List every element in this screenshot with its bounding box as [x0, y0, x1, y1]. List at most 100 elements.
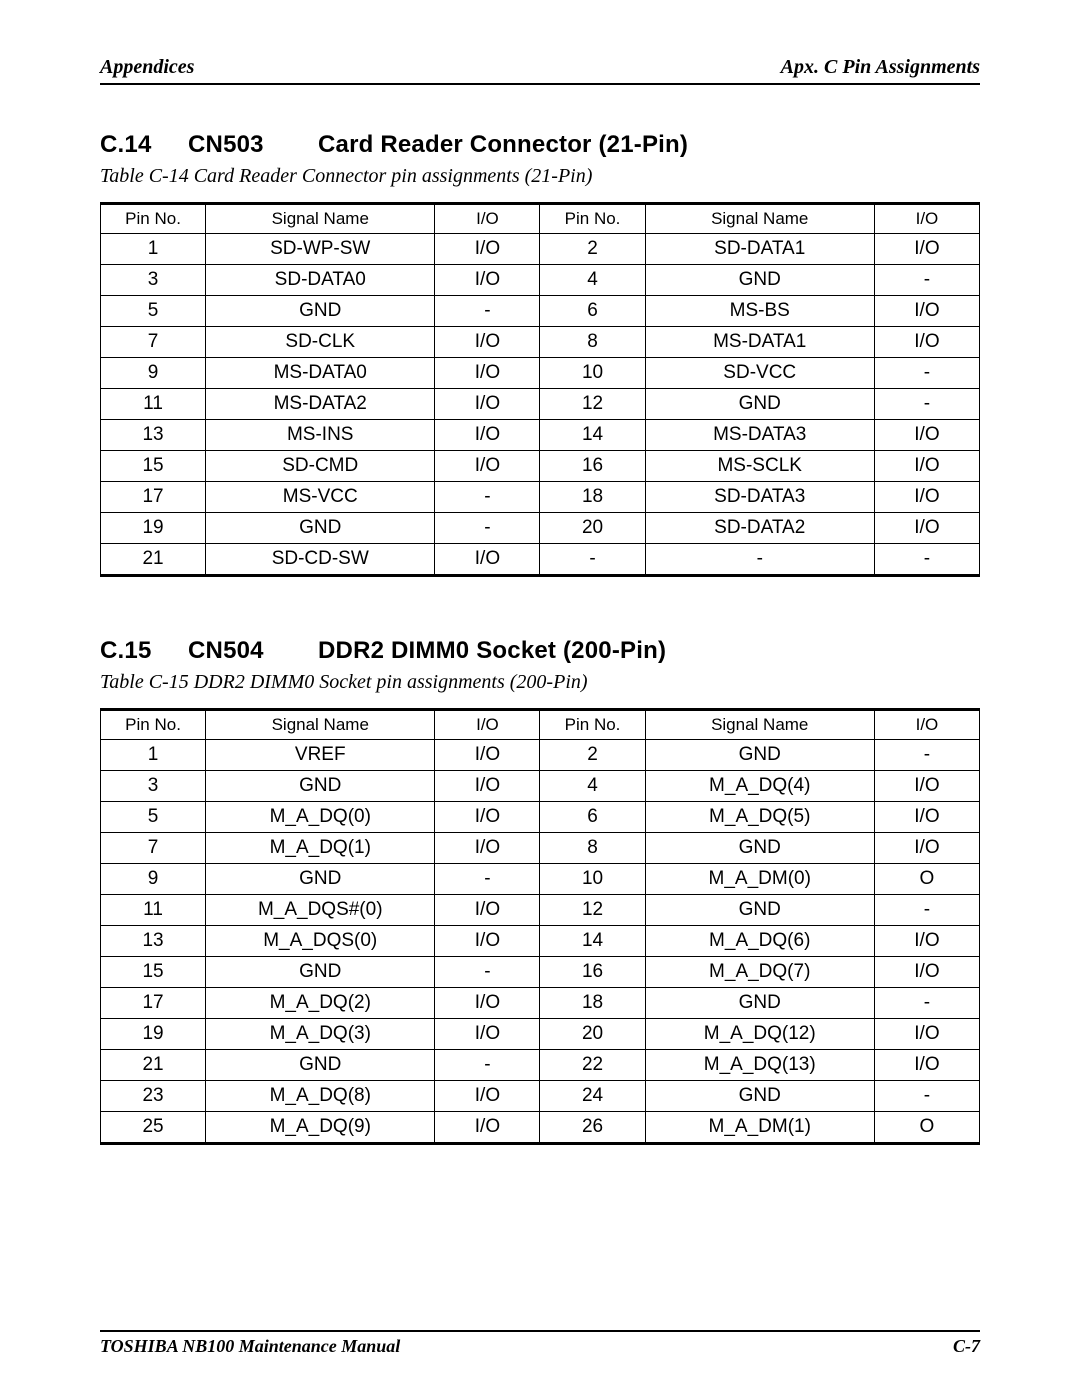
- table-cell: -: [874, 544, 979, 576]
- column-header: I/O: [874, 710, 979, 740]
- table-cell: M_A_DQ(5): [645, 802, 874, 833]
- table-cell: SD-DATA0: [206, 265, 435, 296]
- table-row: 15SD-CMDI/O16MS-SCLKI/O: [101, 451, 980, 482]
- table-cell: 25: [101, 1112, 206, 1144]
- table-cell: 2: [540, 234, 645, 265]
- table-cell: 16: [540, 451, 645, 482]
- header-right: Apx. C Pin Assignments: [781, 56, 980, 79]
- table-cell: -: [435, 296, 540, 327]
- table-cell: -: [874, 740, 979, 771]
- table-cell: 3: [101, 771, 206, 802]
- table-row: 21SD-CD-SWI/O---: [101, 544, 980, 576]
- table-cell: GND: [206, 771, 435, 802]
- table-cell: I/O: [874, 327, 979, 358]
- section-number: C.15: [100, 637, 188, 665]
- table-cell: I/O: [435, 358, 540, 389]
- table-cell: O: [874, 1112, 979, 1144]
- table-row: 15GND-16M_A_DQ(7)I/O: [101, 957, 980, 988]
- table-cell: I/O: [874, 482, 979, 513]
- table-cell: GND: [645, 895, 874, 926]
- table-cell: M_A_DQ(0): [206, 802, 435, 833]
- table-cell: M_A_DQ(13): [645, 1050, 874, 1081]
- table-cell: GND: [206, 1050, 435, 1081]
- column-header: Signal Name: [206, 710, 435, 740]
- table-cell: 5: [101, 802, 206, 833]
- table-cell: 6: [540, 802, 645, 833]
- table-cell: MS-DATA3: [645, 420, 874, 451]
- table-row: 13MS-INSI/O14MS-DATA3I/O: [101, 420, 980, 451]
- table-cell: 12: [540, 895, 645, 926]
- table-row: 11M_A_DQS#(0)I/O12GND-: [101, 895, 980, 926]
- table-cell: 7: [101, 327, 206, 358]
- table-row: 7M_A_DQ(1)I/O8GNDI/O: [101, 833, 980, 864]
- table-cell: 8: [540, 833, 645, 864]
- column-header: Pin No.: [101, 204, 206, 234]
- table-cell: -: [435, 957, 540, 988]
- column-header: I/O: [874, 204, 979, 234]
- table-cell: -: [874, 265, 979, 296]
- table-cell: GND: [645, 1081, 874, 1112]
- table-cell: MS-DATA2: [206, 389, 435, 420]
- table-cell: 11: [101, 389, 206, 420]
- column-header: Signal Name: [645, 710, 874, 740]
- table-cell: I/O: [435, 802, 540, 833]
- table-cell: -: [874, 988, 979, 1019]
- table-cell: -: [874, 358, 979, 389]
- table-cell: 4: [540, 771, 645, 802]
- table-header-row: Pin No.Signal NameI/OPin No.Signal NameI…: [101, 710, 980, 740]
- table-cell: 18: [540, 482, 645, 513]
- table-row: 23M_A_DQ(8)I/O24GND-: [101, 1081, 980, 1112]
- table-header-row: Pin No.Signal NameI/OPin No.Signal NameI…: [101, 204, 980, 234]
- table-row: 1SD-WP-SWI/O2SD-DATA1I/O: [101, 234, 980, 265]
- table-cell: M_A_DQ(8): [206, 1081, 435, 1112]
- table-cell: I/O: [435, 895, 540, 926]
- table-cell: 21: [101, 1050, 206, 1081]
- table-cell: -: [435, 482, 540, 513]
- table-cell: GND: [645, 740, 874, 771]
- table-cell: I/O: [435, 451, 540, 482]
- table-row: 3GNDI/O4M_A_DQ(4)I/O: [101, 771, 980, 802]
- section-block: C.15CN504DDR2 DIMM0 Socket (200-Pin) Tabl…: [100, 637, 980, 1145]
- table-cell: M_A_DQ(6): [645, 926, 874, 957]
- document-page: Appendices Apx. C Pin Assignments C.14CN…: [0, 0, 1080, 1397]
- table-cell: SD-DATA1: [645, 234, 874, 265]
- table-caption: Table C-15 DDR2 DIMM0 Socket pin assignm…: [100, 671, 980, 694]
- column-header: I/O: [435, 710, 540, 740]
- table-cell: M_A_DQ(7): [645, 957, 874, 988]
- header-left: Appendices: [100, 56, 194, 79]
- table-cell: I/O: [874, 451, 979, 482]
- table-cell: 12: [540, 389, 645, 420]
- footer-left: TOSHIBA NB100 Maintenance Manual: [100, 1336, 400, 1357]
- section-heading: C.15CN504DDR2 DIMM0 Socket (200-Pin): [100, 637, 980, 665]
- table-row: 19M_A_DQ(3)I/O20M_A_DQ(12)I/O: [101, 1019, 980, 1050]
- table-cell: M_A_DM(0): [645, 864, 874, 895]
- section-title: Card Reader Connector (21-Pin): [318, 131, 688, 158]
- table-cell: 5: [101, 296, 206, 327]
- table-cell: GND: [206, 513, 435, 544]
- table-cell: M_A_DQ(9): [206, 1112, 435, 1144]
- table-cell: I/O: [874, 234, 979, 265]
- table-cell: I/O: [874, 420, 979, 451]
- table-row: 17M_A_DQ(2)I/O18GND-: [101, 988, 980, 1019]
- table-cell: M_A_DQ(12): [645, 1019, 874, 1050]
- table-cell: GND: [206, 864, 435, 895]
- section-code: CN503: [188, 131, 318, 159]
- section-code: CN504: [188, 637, 318, 665]
- table-cell: 26: [540, 1112, 645, 1144]
- table-cell: 10: [540, 864, 645, 895]
- table-cell: 15: [101, 451, 206, 482]
- table-row: 25M_A_DQ(9)I/O26M_A_DM(1)O: [101, 1112, 980, 1144]
- table-cell: 3: [101, 265, 206, 296]
- table-cell: 2: [540, 740, 645, 771]
- table-cell: I/O: [874, 1050, 979, 1081]
- table-cell: I/O: [435, 833, 540, 864]
- table-cell: I/O: [874, 296, 979, 327]
- table-cell: 20: [540, 513, 645, 544]
- table-cell: 9: [101, 864, 206, 895]
- table-cell: -: [645, 544, 874, 576]
- table-cell: VREF: [206, 740, 435, 771]
- table-row: 19GND-20SD-DATA2I/O: [101, 513, 980, 544]
- table-cell: GND: [645, 988, 874, 1019]
- table-row: 11MS-DATA2I/O12GND-: [101, 389, 980, 420]
- table-row: 17MS-VCC-18SD-DATA3I/O: [101, 482, 980, 513]
